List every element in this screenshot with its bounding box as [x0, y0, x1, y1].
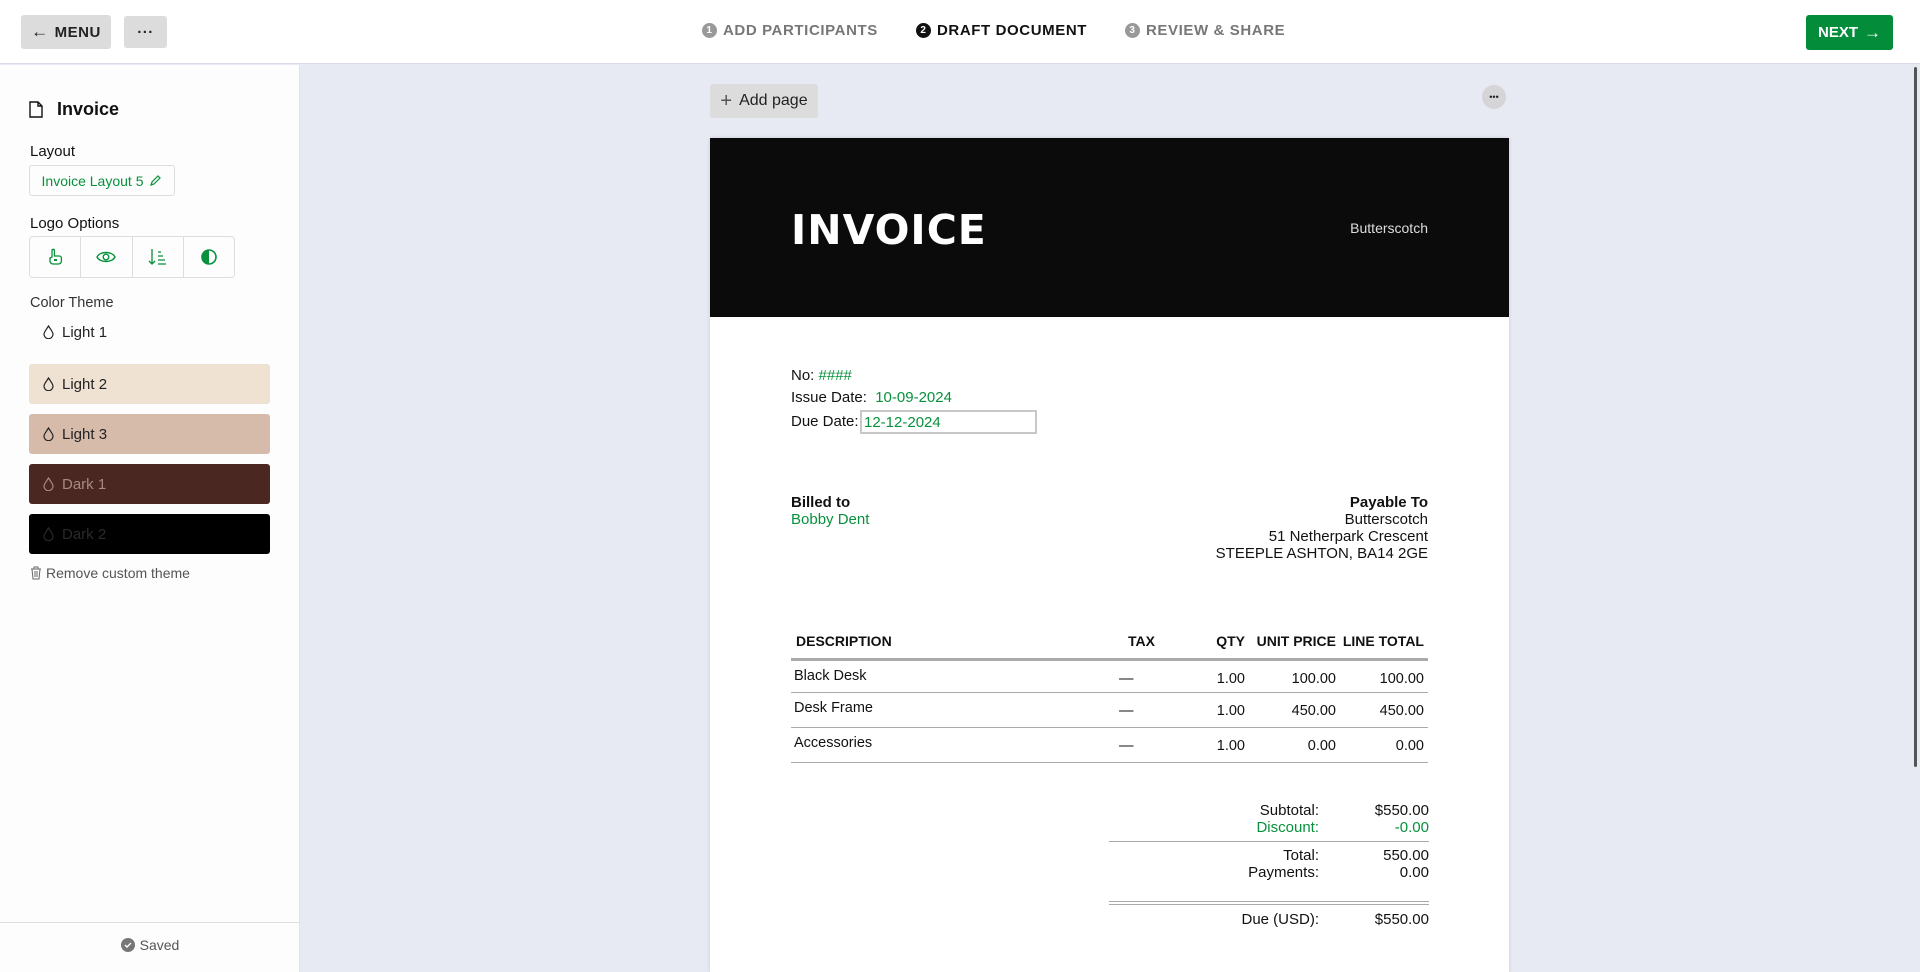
step-add-participants[interactable]: 1 ADD PARTICIPANTS: [702, 22, 878, 39]
sort-icon[interactable]: [133, 237, 184, 277]
droplet-icon: [43, 477, 54, 491]
droplet-icon: [43, 325, 54, 339]
due-total-value: $550.00: [1374, 911, 1429, 928]
droplet-icon: [43, 377, 54, 391]
eye-icon[interactable]: [81, 237, 133, 277]
invoice-page: INVOICE Butterscotch No: #### Issue Date…: [710, 138, 1509, 972]
layout-select-button[interactable]: Invoice Layout 5: [29, 165, 175, 196]
theme-option-light-2[interactable]: Light 2: [29, 364, 270, 404]
plus-icon: +: [720, 89, 733, 112]
invoice-header: INVOICE Butterscotch: [710, 138, 1509, 317]
invoice-number: No: ####: [791, 367, 852, 384]
due-date-label: Due Date:: [791, 413, 859, 430]
arrow-left-icon: ←: [31, 22, 49, 41]
page-more-button[interactable]: •••: [1482, 85, 1506, 109]
line-items-table: DESCRIPTION TAX QTY UNIT PRICE LINE TOTA…: [791, 622, 1428, 763]
table-row[interactable]: Black Desk —1.00 100.00 100.00: [791, 661, 1428, 693]
theme-option-light-3[interactable]: Light 3: [29, 414, 270, 454]
invoice-title: INVOICE: [791, 206, 987, 254]
hand-pointer-icon[interactable]: [30, 237, 82, 277]
table-row[interactable]: Desk Frame —1.00 450.00 450.00: [791, 693, 1428, 728]
step-draft-document[interactable]: 2 DRAFT DOCUMENT: [916, 22, 1087, 39]
theme-option-dark-2[interactable]: Dark 2: [29, 514, 270, 554]
payments-value: 0.00: [1399, 864, 1429, 881]
discount-value: -0.00: [1394, 819, 1429, 836]
billed-to-name[interactable]: Bobby Dent: [791, 511, 870, 528]
sidebar-title: Invoice: [57, 99, 120, 119]
payable-to-label: Payable To: [1349, 494, 1428, 511]
logo-options-group: [29, 236, 235, 278]
sidebar: Invoice Layout Invoice Layout 5 Logo Opt…: [0, 65, 300, 972]
subtotal-value: $550.00: [1374, 802, 1429, 819]
company-name: Butterscotch: [1350, 220, 1428, 236]
arrow-right-icon: →: [1864, 22, 1881, 42]
table-header: DESCRIPTION TAX QTY UNIT PRICE LINE TOTA…: [796, 633, 1424, 649]
scrollbar[interactable]: [1914, 67, 1917, 767]
check-circle-icon: [120, 938, 135, 952]
theme-option-dark-1[interactable]: Dark 1: [29, 464, 270, 504]
menu-button[interactable]: ← MENU: [21, 15, 111, 49]
add-page-button[interactable]: + Add page: [710, 84, 818, 118]
droplet-icon: [43, 427, 54, 441]
issue-date: Issue Date: 10-09-2024: [791, 389, 952, 406]
payable-to-address: Butterscotch 51 Netherpark Crescent STEE…: [1215, 511, 1428, 562]
total-value: 550.00: [1383, 847, 1429, 864]
next-button[interactable]: NEXT →: [1806, 15, 1893, 50]
save-status: Saved: [0, 937, 300, 953]
color-theme-label: Color Theme: [30, 295, 114, 311]
pencil-icon: [150, 175, 162, 186]
layout-label: Layout: [30, 143, 76, 160]
billed-to-label: Billed to: [791, 494, 851, 511]
remove-custom-theme-button[interactable]: Remove custom theme: [30, 565, 190, 581]
step-review-share[interactable]: 3 REVIEW & SHARE: [1125, 22, 1285, 39]
trash-icon: [31, 566, 41, 580]
document-icon: [29, 101, 43, 118]
logo-options-label: Logo Options: [30, 215, 120, 232]
droplet-icon: [43, 527, 54, 541]
top-bar: ← MENU ··· 1 ADD PARTICIPANTS 2 DRAFT DOCUM…: [0, 0, 1920, 64]
table-row[interactable]: Accessories —1.00 0.00 0.00: [791, 728, 1428, 763]
totals: Subtotal: $550.00 Discount: -0.00 Total: 55…: [1109, 802, 1429, 928]
due-date-input[interactable]: 12-12-2024: [860, 410, 1037, 434]
contrast-icon[interactable]: [184, 237, 234, 277]
theme-option-light-1[interactable]: Light 1: [29, 312, 270, 352]
sidebar-divider: [0, 922, 300, 923]
more-button[interactable]: ···: [124, 16, 167, 48]
